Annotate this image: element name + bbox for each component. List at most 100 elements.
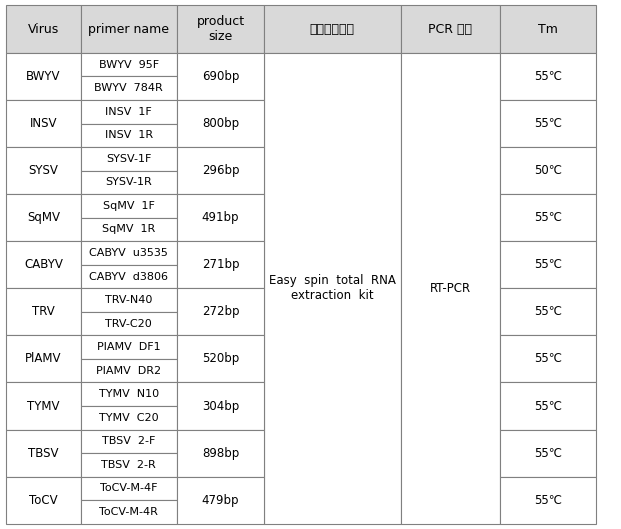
- Bar: [177, 430, 264, 477]
- Bar: [177, 53, 264, 100]
- Bar: [177, 477, 264, 524]
- Bar: [500, 5, 596, 53]
- Text: 55℃: 55℃: [534, 352, 562, 366]
- Bar: [81, 170, 177, 194]
- Bar: [81, 241, 177, 264]
- Bar: [500, 147, 596, 194]
- Bar: [6, 53, 81, 100]
- Text: TYMV  N10: TYMV N10: [99, 389, 159, 399]
- Bar: [177, 194, 264, 241]
- Bar: [6, 382, 81, 430]
- Text: 55℃: 55℃: [534, 211, 562, 224]
- Text: INSV  1R: INSV 1R: [105, 130, 153, 140]
- Bar: [500, 53, 596, 100]
- Bar: [6, 477, 81, 524]
- Bar: [81, 312, 177, 335]
- Text: INSV: INSV: [30, 117, 57, 130]
- Bar: [81, 430, 177, 453]
- Bar: [81, 218, 177, 241]
- Text: 55℃: 55℃: [534, 399, 562, 413]
- Text: BWYV  95F: BWYV 95F: [99, 60, 159, 70]
- Text: ToCV-M-4R: ToCV-M-4R: [99, 507, 158, 517]
- Bar: [81, 194, 177, 218]
- Bar: [177, 288, 264, 335]
- Bar: [81, 288, 177, 312]
- Bar: [177, 241, 264, 288]
- Text: 296bp: 296bp: [202, 164, 239, 177]
- Text: CABYV: CABYV: [24, 258, 63, 271]
- Text: ToCV-M-4F: ToCV-M-4F: [100, 484, 158, 494]
- Bar: [500, 241, 596, 288]
- Bar: [500, 335, 596, 382]
- Text: SqMV: SqMV: [27, 211, 60, 224]
- Bar: [81, 453, 177, 477]
- Text: 55℃: 55℃: [534, 305, 562, 318]
- Bar: [177, 335, 264, 382]
- Bar: [81, 100, 177, 123]
- Bar: [81, 382, 177, 406]
- Text: 520bp: 520bp: [202, 352, 239, 366]
- Bar: [6, 194, 81, 241]
- Bar: [177, 147, 264, 194]
- Bar: [264, 53, 401, 524]
- Bar: [81, 147, 177, 170]
- Text: primer name: primer name: [88, 23, 170, 35]
- Text: BWYV  784R: BWYV 784R: [94, 83, 163, 93]
- Text: Virus: Virus: [28, 23, 59, 35]
- Text: PlAMV  DF1: PlAMV DF1: [97, 342, 161, 352]
- Bar: [6, 335, 81, 382]
- Bar: [177, 382, 264, 430]
- Text: 690bp: 690bp: [202, 70, 239, 83]
- Bar: [500, 477, 596, 524]
- Bar: [81, 264, 177, 288]
- Bar: [81, 335, 177, 359]
- Text: 491bp: 491bp: [202, 211, 239, 224]
- Text: 55℃: 55℃: [534, 70, 562, 83]
- Bar: [81, 500, 177, 524]
- Text: SqMV  1R: SqMV 1R: [102, 224, 155, 234]
- Text: SYSV-1R: SYSV-1R: [106, 177, 152, 187]
- Text: SYSV: SYSV: [29, 164, 58, 177]
- Text: RT-PCR: RT-PCR: [430, 282, 471, 295]
- Text: Easy  spin  total  RNA
extraction  kit: Easy spin total RNA extraction kit: [269, 275, 396, 302]
- Bar: [401, 5, 500, 53]
- Text: 핵산추출키트: 핵산추출키트: [310, 23, 355, 35]
- Bar: [6, 147, 81, 194]
- Bar: [81, 76, 177, 100]
- Text: 55℃: 55℃: [534, 446, 562, 460]
- Bar: [401, 53, 500, 524]
- Bar: [81, 477, 177, 500]
- Text: 55℃: 55℃: [534, 494, 562, 507]
- Text: TYMV: TYMV: [27, 399, 60, 413]
- Bar: [500, 194, 596, 241]
- Text: ToCV: ToCV: [29, 494, 58, 507]
- Bar: [81, 5, 177, 53]
- Bar: [6, 100, 81, 147]
- Bar: [264, 5, 401, 53]
- Bar: [500, 382, 596, 430]
- Text: 304bp: 304bp: [202, 399, 239, 413]
- Text: 800bp: 800bp: [202, 117, 239, 130]
- Text: TBSV  2-R: TBSV 2-R: [101, 460, 156, 470]
- Text: TBSV: TBSV: [28, 446, 59, 460]
- Text: BWYV: BWYV: [26, 70, 61, 83]
- Bar: [177, 100, 264, 147]
- Text: SYSV-1F: SYSV-1F: [106, 154, 152, 164]
- Bar: [81, 406, 177, 430]
- Text: PlAMV  DR2: PlAMV DR2: [96, 366, 161, 376]
- Bar: [81, 123, 177, 147]
- Bar: [500, 430, 596, 477]
- Text: PCR 방법: PCR 방법: [428, 23, 472, 35]
- Text: SqMV  1F: SqMV 1F: [103, 201, 155, 211]
- Bar: [6, 430, 81, 477]
- Bar: [500, 100, 596, 147]
- Text: 271bp: 271bp: [202, 258, 239, 271]
- Text: 55℃: 55℃: [534, 258, 562, 271]
- Text: TRV-N40: TRV-N40: [105, 295, 153, 305]
- Text: product
size: product size: [196, 15, 245, 43]
- Bar: [81, 359, 177, 382]
- Text: 50℃: 50℃: [534, 164, 562, 177]
- Text: TBSV  2-F: TBSV 2-F: [102, 436, 155, 446]
- Bar: [500, 288, 596, 335]
- Text: TYMV  C20: TYMV C20: [99, 413, 159, 423]
